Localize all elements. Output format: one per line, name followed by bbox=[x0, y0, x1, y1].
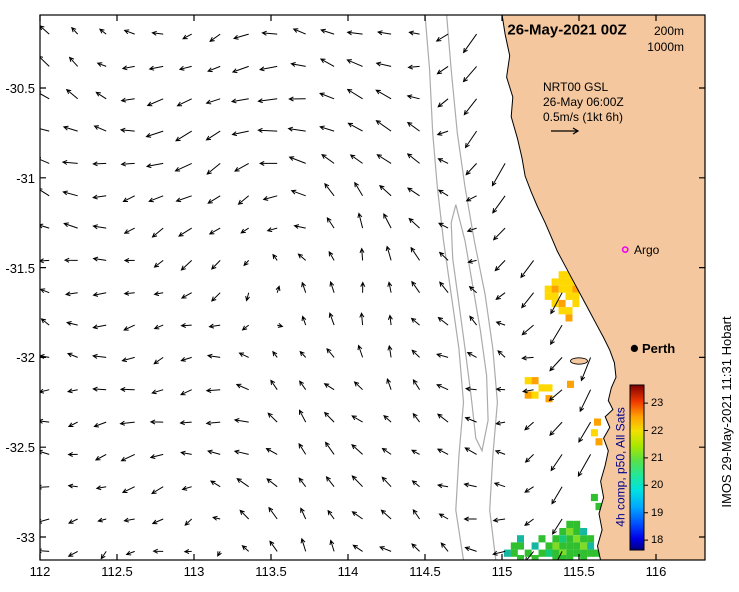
perth-label: Perth bbox=[642, 341, 676, 356]
bathymetry-contour-canyon-loop bbox=[450, 204, 489, 453]
colorbar-tick-label: 21 bbox=[651, 451, 664, 464]
argo-marker bbox=[621, 246, 629, 253]
annotation-scale: 0.5m/s (1kt 6h) bbox=[543, 110, 624, 124]
sst-patches bbox=[503, 271, 603, 560]
x-tick-label: 114 bbox=[337, 564, 359, 579]
colorbar-tick-label: 22 bbox=[651, 424, 664, 437]
colorbar-tick-label: 19 bbox=[651, 506, 664, 519]
y-tick-label: -30.5 bbox=[5, 81, 35, 96]
annotation-product: NRT00 GSL bbox=[543, 80, 609, 94]
depth-label-200m: 200m bbox=[653, 24, 684, 38]
bathymetry-contour-1000m bbox=[424, 15, 465, 560]
bathymetry-contour-200m bbox=[446, 15, 499, 560]
colorbar-tick-label: 23 bbox=[651, 397, 664, 410]
y-tick-label: -31.5 bbox=[5, 260, 35, 276]
x-tick-label: 115.5 bbox=[563, 564, 595, 579]
annotation-time: 26-May 06:00Z bbox=[543, 95, 624, 109]
y-tick-label: -32.5 bbox=[5, 440, 35, 456]
map-layers bbox=[40, 15, 705, 560]
coastline bbox=[501, 15, 617, 560]
colorbar bbox=[629, 384, 645, 551]
island bbox=[570, 357, 588, 365]
colorbar-ticks bbox=[644, 402, 648, 541]
x-tick-label: 113.5 bbox=[255, 564, 287, 579]
x-tick-label: 112 bbox=[29, 564, 51, 579]
colorbar-label: 4h comp, p50, All Sats bbox=[613, 407, 628, 527]
depth-label-1000m: 1000m bbox=[647, 40, 684, 54]
x-tick-label: 115 bbox=[491, 564, 513, 579]
y-tick-label: -32 bbox=[16, 350, 35, 366]
x-tick-label: 113 bbox=[183, 564, 205, 579]
plot-border bbox=[39, 14, 706, 561]
colorbar-tick-label: 18 bbox=[651, 534, 664, 547]
argo-label: Argo bbox=[634, 243, 660, 257]
axis-ticks bbox=[39, 15, 705, 560]
credit-text: IMOS 29-May-2021 11:31 Hobart bbox=[718, 316, 734, 508]
x-tick-label: 116 bbox=[645, 564, 667, 579]
current-vectors bbox=[40, 25, 592, 560]
colorbar-tick-label: 20 bbox=[651, 479, 664, 492]
x-tick-label: 114.5 bbox=[409, 564, 441, 579]
reference-arrow bbox=[551, 127, 580, 135]
land bbox=[502, 15, 705, 560]
map-title: 26-May-2021 00Z bbox=[507, 21, 627, 39]
y-tick-label: -33 bbox=[16, 530, 35, 545]
x-tick-label: 112.5 bbox=[101, 564, 133, 579]
y-tick-label: -31 bbox=[16, 170, 35, 186]
perth-marker bbox=[630, 344, 639, 352]
